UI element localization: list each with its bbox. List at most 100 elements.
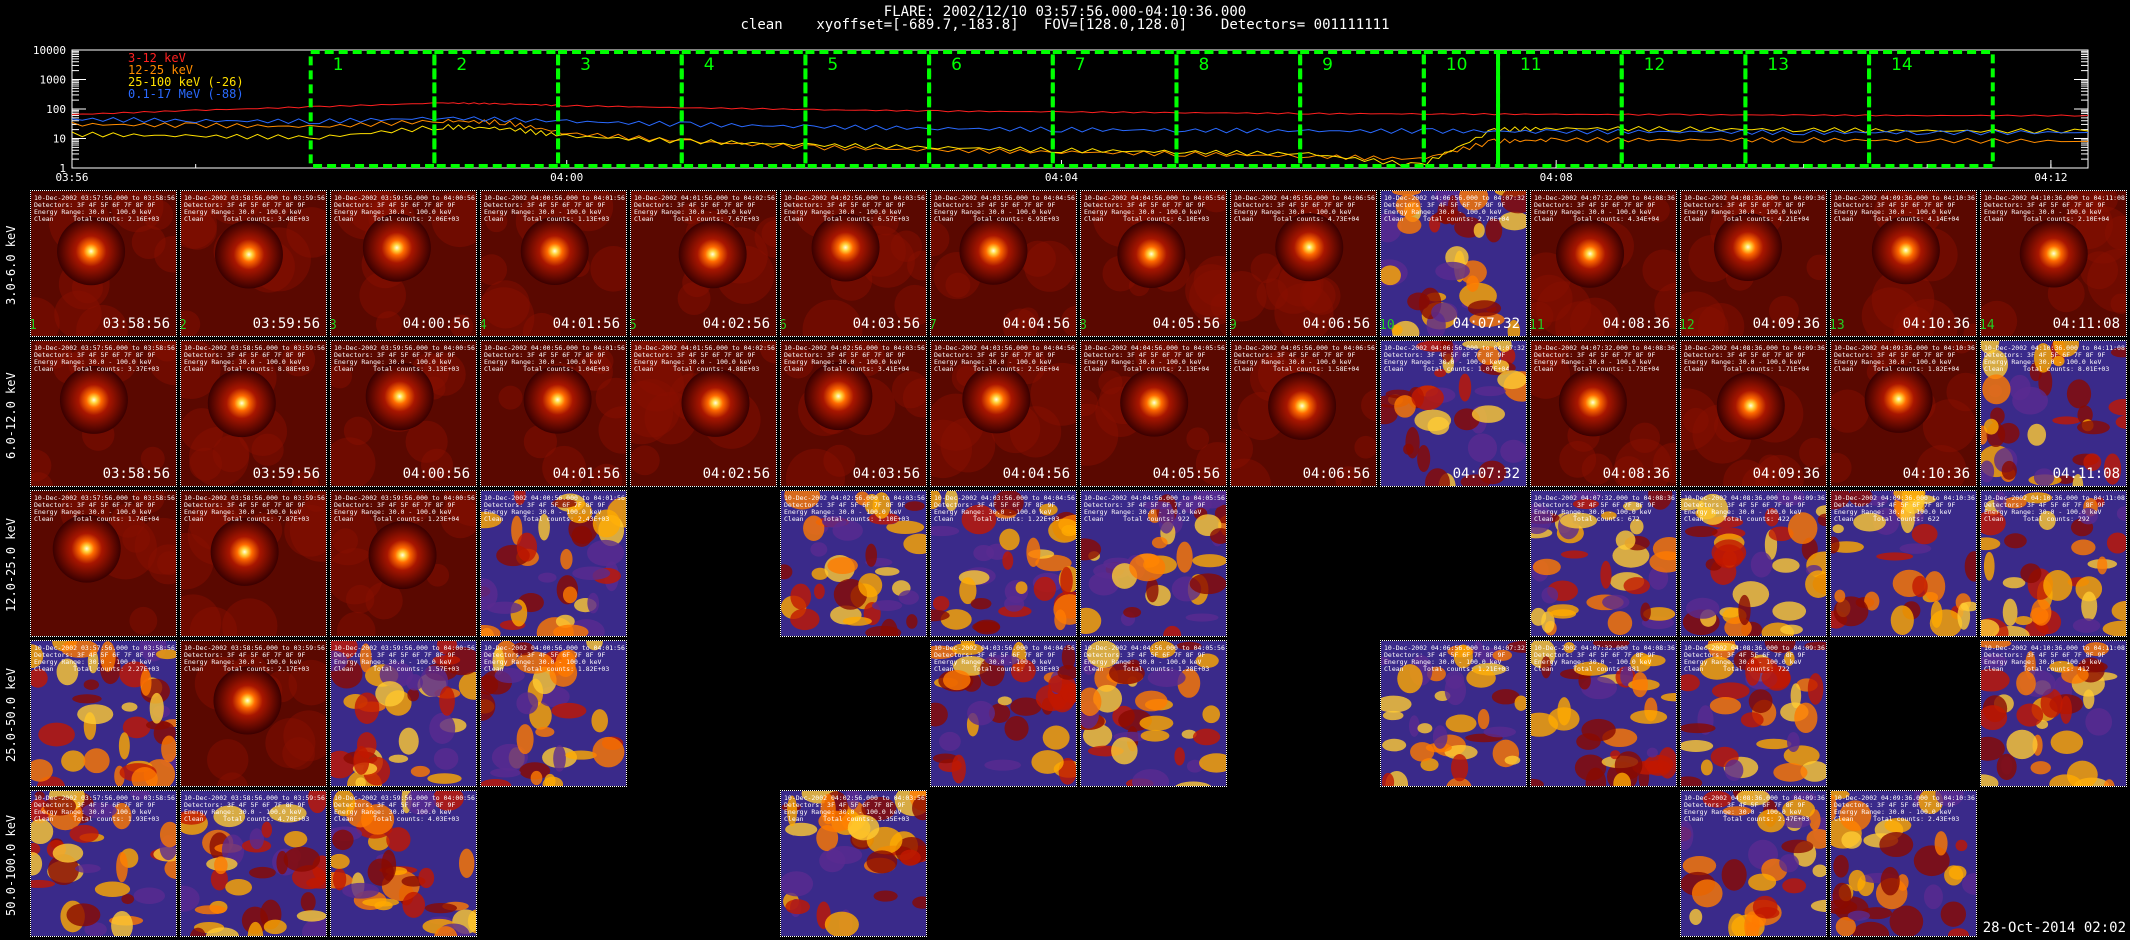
noise-blob: [2097, 556, 2108, 575]
noise-blob: [1832, 882, 1852, 909]
noise-blob: [1492, 360, 1510, 373]
noise-blob: [1799, 437, 1826, 468]
interval-label: 3: [580, 55, 591, 75]
noise-blob: [1768, 526, 1794, 542]
noise-blob: [1151, 536, 1168, 549]
noise-blob: [1210, 528, 1226, 544]
noise-blob: [1060, 566, 1073, 595]
noise-blob: [282, 737, 315, 770]
image-cell: 10-Dec-2002 04:04:56.000 to 04:05:56.000…: [1080, 640, 1227, 787]
noise-blob: [331, 505, 378, 566]
noise-blob: [94, 881, 131, 897]
noise-blob: [283, 846, 321, 872]
noise-blob: [951, 643, 984, 656]
noise-blob: [284, 504, 326, 557]
noise-blob: [631, 445, 660, 476]
noise-blob: [490, 768, 521, 778]
interval-box: [1496, 50, 1624, 168]
image-panel: [1831, 191, 1976, 336]
noise-blob: [2115, 415, 2126, 429]
noise-blob: [289, 498, 326, 562]
noise-blob: [2031, 598, 2052, 626]
noise-blob: [1713, 544, 1744, 569]
noise-blob: [912, 896, 926, 909]
interval-box: [1867, 50, 1995, 168]
noise-blob: [1612, 456, 1645, 486]
image-panel: [1681, 491, 1826, 636]
noise-blob: [1963, 323, 1976, 336]
noise-blob: [439, 686, 455, 716]
interval-label: 14: [1891, 55, 1913, 75]
noise-blob: [1784, 651, 1795, 666]
noise-blob: [810, 542, 828, 557]
noise-blob: [1195, 653, 1219, 668]
noise-blob: [1702, 791, 1732, 808]
source-core: [962, 365, 1031, 434]
image-panel: [31, 641, 176, 786]
noise-blob: [1410, 742, 1435, 762]
interval-box: [1174, 50, 1303, 168]
image-time-label: 04:09:36: [1752, 466, 1820, 482]
noise-blob: [129, 606, 158, 635]
source-core: [52, 514, 121, 583]
noise-blob: [283, 710, 326, 762]
noise-blob: [1643, 607, 1676, 621]
noise-blob: [152, 341, 176, 362]
noise-blob: [1559, 512, 1598, 529]
noise-blob: [1250, 253, 1281, 284]
noise-blob: [944, 491, 959, 511]
noise-blob: [1476, 346, 1500, 365]
noise-blob: [784, 491, 821, 510]
noise-blob: [1950, 341, 1973, 354]
noise-blob: [1578, 671, 1591, 690]
image-time-label: 04:01:56: [552, 316, 620, 332]
image-cell: 10-Dec-2002 04:01:56.000 to 04:02:56.000…: [630, 190, 777, 337]
noise-blob: [1394, 395, 1416, 418]
noise-blob: [1900, 501, 1915, 534]
image-cell: 10-Dec-2002 03:58:56.000 to 03:59:56.000…: [180, 490, 327, 637]
noise-blob: [1531, 778, 1544, 786]
image-cell: 10-Dec-2002 03:57:56.000 to 03:58:56.000…: [30, 190, 177, 337]
noise-blob: [519, 762, 551, 780]
image-cell: 10-Dec-2002 04:09:36.000 to 04:10:36.000…: [1830, 790, 1977, 937]
noise-blob: [402, 891, 426, 918]
noise-blob: [1912, 575, 1928, 598]
noise-blob: [1592, 641, 1630, 648]
noise-blob: [1685, 306, 1729, 336]
image-annotation: 10-Dec-2002 04:01:56.000 to 04:02:56.000…: [634, 194, 776, 223]
image-annotation: 10-Dec-2002 04:02:56.000 to 04:03:56.000…: [784, 194, 926, 223]
noise-blob: [1210, 292, 1226, 320]
noise-blob: [2066, 379, 2092, 409]
noise-blob: [945, 272, 971, 298]
image-index-label: 8: [1081, 318, 1087, 333]
image-cell: 10-Dec-2002 04:07:32.000 to 04:08:36.000…: [1530, 490, 1677, 637]
image-time-label: 04:04:56: [1002, 316, 1070, 332]
noise-blob: [1911, 523, 1938, 545]
noise-blob: [1833, 596, 1869, 627]
noise-blob: [1146, 577, 1159, 603]
noise-blob: [112, 802, 132, 830]
noise-blob: [54, 290, 102, 336]
interval-box: [308, 50, 437, 168]
noise-blob: [571, 525, 593, 547]
noise-blob: [1648, 491, 1673, 510]
noise-blob: [281, 342, 316, 377]
noise-blob: [904, 501, 925, 511]
noise-blob: [1129, 553, 1166, 582]
source-core: [214, 220, 283, 289]
noise-blob: [551, 498, 578, 508]
noise-blob: [512, 642, 535, 656]
noise-blob: [121, 702, 138, 712]
noise-blob: [140, 669, 152, 696]
image-cell: 10-Dec-2002 04:09:36.000 to 04:10:36.000…: [1830, 490, 1977, 637]
noise-blob: [1469, 312, 1505, 327]
image-panel: [31, 491, 176, 636]
image-panel: [1981, 341, 2126, 486]
noise-blob: [1381, 212, 1402, 243]
noise-blob: [1982, 374, 2011, 405]
noise-blob: [1723, 459, 1769, 486]
noise-blob: [1724, 759, 1744, 781]
noise-blob: [181, 341, 221, 399]
noise-blob: [491, 743, 528, 771]
image-annotation: 10-Dec-2002 04:07:32.000 to 04:08:36.000…: [1534, 344, 1676, 373]
